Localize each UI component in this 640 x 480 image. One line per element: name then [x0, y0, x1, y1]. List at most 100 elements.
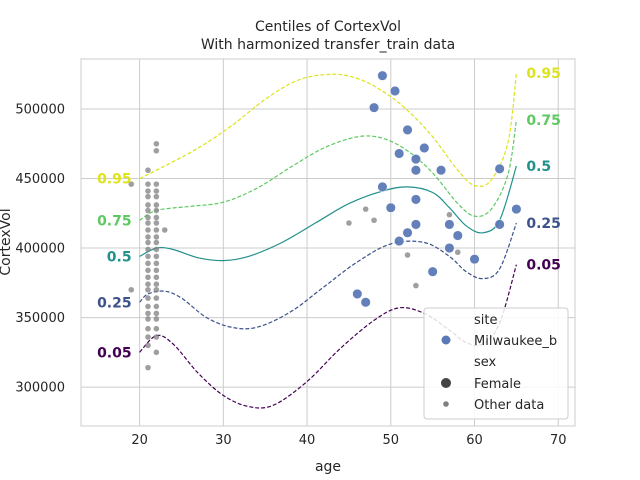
y-tick-label: 450000 [15, 172, 65, 187]
site-data-point [410, 154, 421, 165]
other-data-point [145, 193, 151, 200]
other-data-point [145, 246, 151, 253]
centile-label-left: 0.25 [97, 295, 132, 311]
site-data-point [469, 254, 480, 265]
legend: site Milwaukee_b sex Female Other data [423, 307, 569, 420]
other-data-point [153, 140, 160, 147]
y-tick-label: 350000 [15, 311, 65, 326]
site-data-point [410, 219, 421, 230]
centile-curve-0.95 [139, 72, 517, 187]
site-data-point [410, 194, 421, 205]
centile-label-right: 0.05 [526, 258, 561, 274]
other-data-point [371, 217, 377, 224]
other-data-point [145, 274, 151, 281]
centile-curve-0.75 [139, 120, 517, 221]
other-data-point [145, 227, 151, 233]
other-data-point [153, 349, 160, 356]
other-data-point [153, 193, 160, 200]
other-data-point [153, 295, 160, 301]
other-data-point [153, 207, 160, 214]
other-data-point [145, 220, 151, 226]
y-tick-label: 500000 [15, 103, 65, 118]
other-data-point [153, 303, 160, 310]
site-data-point [377, 181, 388, 192]
x-tick-label: 70 [550, 433, 567, 448]
other-data-point [145, 202, 151, 208]
x-axis-label: age [315, 459, 341, 475]
site-data-points [352, 70, 522, 308]
other-data-point [145, 286, 151, 293]
legend-female-marker [441, 378, 451, 388]
site-data-point [410, 165, 421, 176]
site-data-point [511, 204, 522, 215]
other-data-point [145, 181, 151, 187]
site-data-point [402, 124, 413, 135]
other-data-point [153, 227, 160, 233]
other-data-point [153, 234, 160, 240]
centile-label-right: 0.95 [526, 66, 561, 82]
other-data-point [153, 188, 160, 194]
other-data-point [145, 253, 151, 260]
legend-box [423, 307, 569, 420]
other-data-point [145, 239, 151, 246]
legend-title-sex: sex [474, 355, 497, 370]
site-data-point [444, 219, 455, 230]
other-data-point [404, 252, 411, 258]
other-data-point [153, 316, 160, 322]
other-data-point [145, 316, 151, 322]
site-data-point [377, 70, 388, 81]
other-data-point [145, 310, 151, 317]
centile-label-right: 0.75 [526, 113, 561, 129]
other-data-point [153, 334, 160, 340]
other-data-point [153, 260, 160, 267]
plot-frame [80, 58, 576, 427]
legend-site-label: Milwaukee_b [474, 334, 557, 349]
other-data-point [128, 286, 135, 293]
other-data-point [153, 220, 160, 226]
other-data-point [145, 281, 151, 288]
x-tick-label: 50 [383, 433, 400, 448]
x-tick-label: 40 [299, 433, 316, 448]
other-data-point [153, 246, 160, 253]
site-data-point [435, 165, 447, 176]
centile-label-left: 0.75 [97, 213, 132, 229]
centile-curve-0.25 [139, 222, 517, 330]
y-axis-label: CortexVol [0, 208, 14, 275]
other-data-point [145, 295, 151, 301]
centile-label-right: 0.25 [526, 216, 561, 232]
legend-title-site: site [474, 313, 497, 328]
site-data-point [494, 219, 505, 230]
site-data-point [385, 202, 396, 213]
site-data-point [394, 236, 405, 247]
site-data-point [352, 288, 363, 299]
other-data-point [153, 310, 160, 317]
tick-labels: 20 30 40 50 60 70 300000 350000 400000 450000 5000… [15, 103, 566, 448]
x-tick-label: 60 [466, 433, 483, 448]
other-data-point [128, 181, 135, 187]
other-data-point [145, 267, 151, 274]
other-data-point [153, 181, 160, 187]
centile-label-left: 0.05 [97, 345, 132, 361]
other-data-point [153, 214, 160, 221]
other-data-point [153, 281, 160, 288]
other-data-point [153, 147, 160, 154]
x-tick-label: 30 [215, 433, 232, 448]
other-data-point [145, 342, 151, 349]
site-data-point [369, 102, 380, 113]
other-data-point [153, 286, 160, 293]
x-tick-label: 20 [131, 433, 148, 448]
site-data-point [452, 230, 463, 241]
other-data-point [153, 239, 160, 246]
other-data-point [413, 282, 419, 289]
centile-label-left: 0.5 [107, 249, 132, 265]
site-data-point [394, 148, 405, 159]
other-data-point [454, 249, 461, 256]
site-data-point [389, 85, 401, 97]
legend-other-marker [443, 401, 449, 407]
centile-label-left: 0.95 [97, 172, 132, 188]
other-data-point [153, 325, 160, 332]
other-data-point [446, 211, 453, 218]
y-tick-label: 400000 [15, 242, 65, 257]
other-data-point [145, 303, 151, 310]
